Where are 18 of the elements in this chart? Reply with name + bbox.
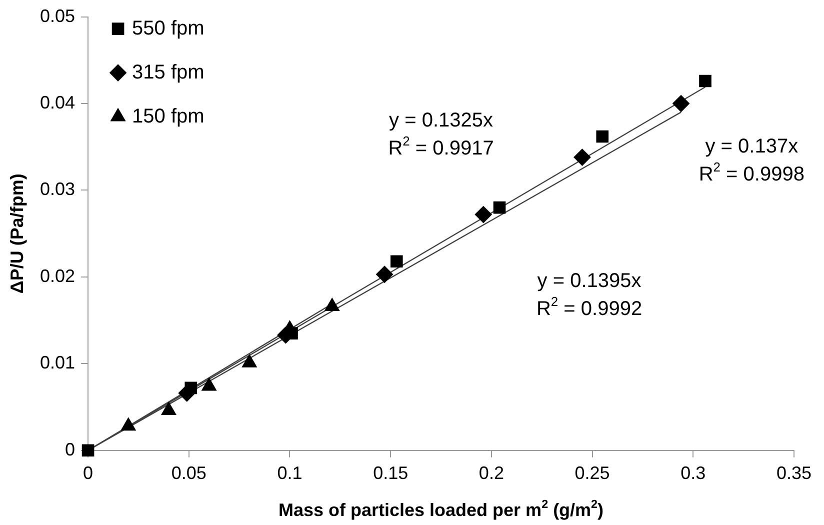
y-axis-title: ΔP/U (Pa/fpm) [6,174,27,294]
legend-label: 315 fpm [132,61,204,84]
x-tick-label: 0.3 [680,463,706,484]
x-tick-label: 0.25 [574,463,610,484]
y-tick-label: 0.04 [40,92,76,112]
x-tick-label: 0 [83,463,94,484]
legend-label: 550 fpm [132,17,204,40]
y-tick-label: 0.01 [40,352,76,373]
y-tick-label: 0.02 [40,266,76,286]
legend-label: 150 fpm [132,105,204,128]
y-tick-label: 0.05 [40,6,76,26]
x-tick-label: 0.05 [171,463,206,484]
y-tick-label: 0 [65,439,76,460]
x-tick-label: 0.1 [277,463,302,484]
x-tick-label: 0.35 [776,463,812,484]
y-tick-label: 0.03 [40,179,76,200]
x-tick-label: 0.2 [478,463,504,484]
x-tick-label: 0.15 [373,463,408,484]
